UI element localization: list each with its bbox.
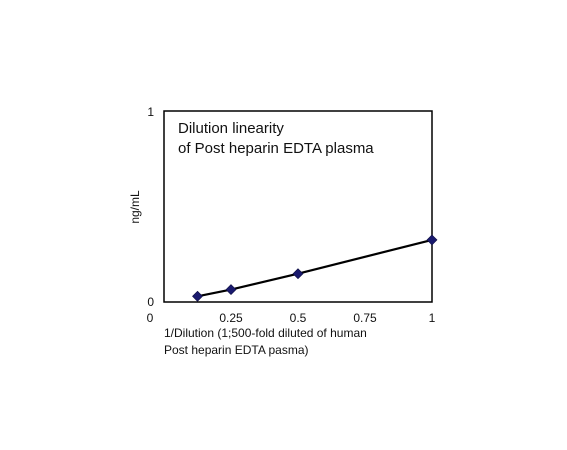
series-line-0	[197, 238, 433, 298]
x-axis-label-line-1: 1/Dilution (1;500-fold diluted of human	[164, 326, 367, 340]
y-axis-label: ng/mL	[128, 190, 142, 224]
y-tick-label-1: 1	[147, 105, 154, 119]
data-point-0-1	[225, 284, 237, 296]
chart-title-line-1: Dilution linearity	[178, 120, 284, 137]
x-tick-label-0: 0	[147, 311, 154, 325]
y-tick-label-0: 0	[147, 295, 154, 309]
data-point-0-2	[292, 268, 304, 280]
plot-area-frame	[163, 110, 433, 303]
chart-title-line-2: of Post heparin EDTA plasma	[178, 140, 374, 157]
x-axis-label-line-2: Post heparin EDTA pasma)	[164, 343, 309, 357]
data-point-0-0	[192, 290, 203, 302]
series-layer	[192, 234, 438, 302]
x-tick-label-0.75: 0.75	[353, 311, 377, 325]
x-tick-label-0.25: 0.25	[219, 311, 243, 325]
x-tick-label-0.5: 0.5	[290, 311, 307, 325]
data-point-0-3	[426, 234, 438, 246]
x-tick-label-1: 1	[429, 311, 436, 325]
